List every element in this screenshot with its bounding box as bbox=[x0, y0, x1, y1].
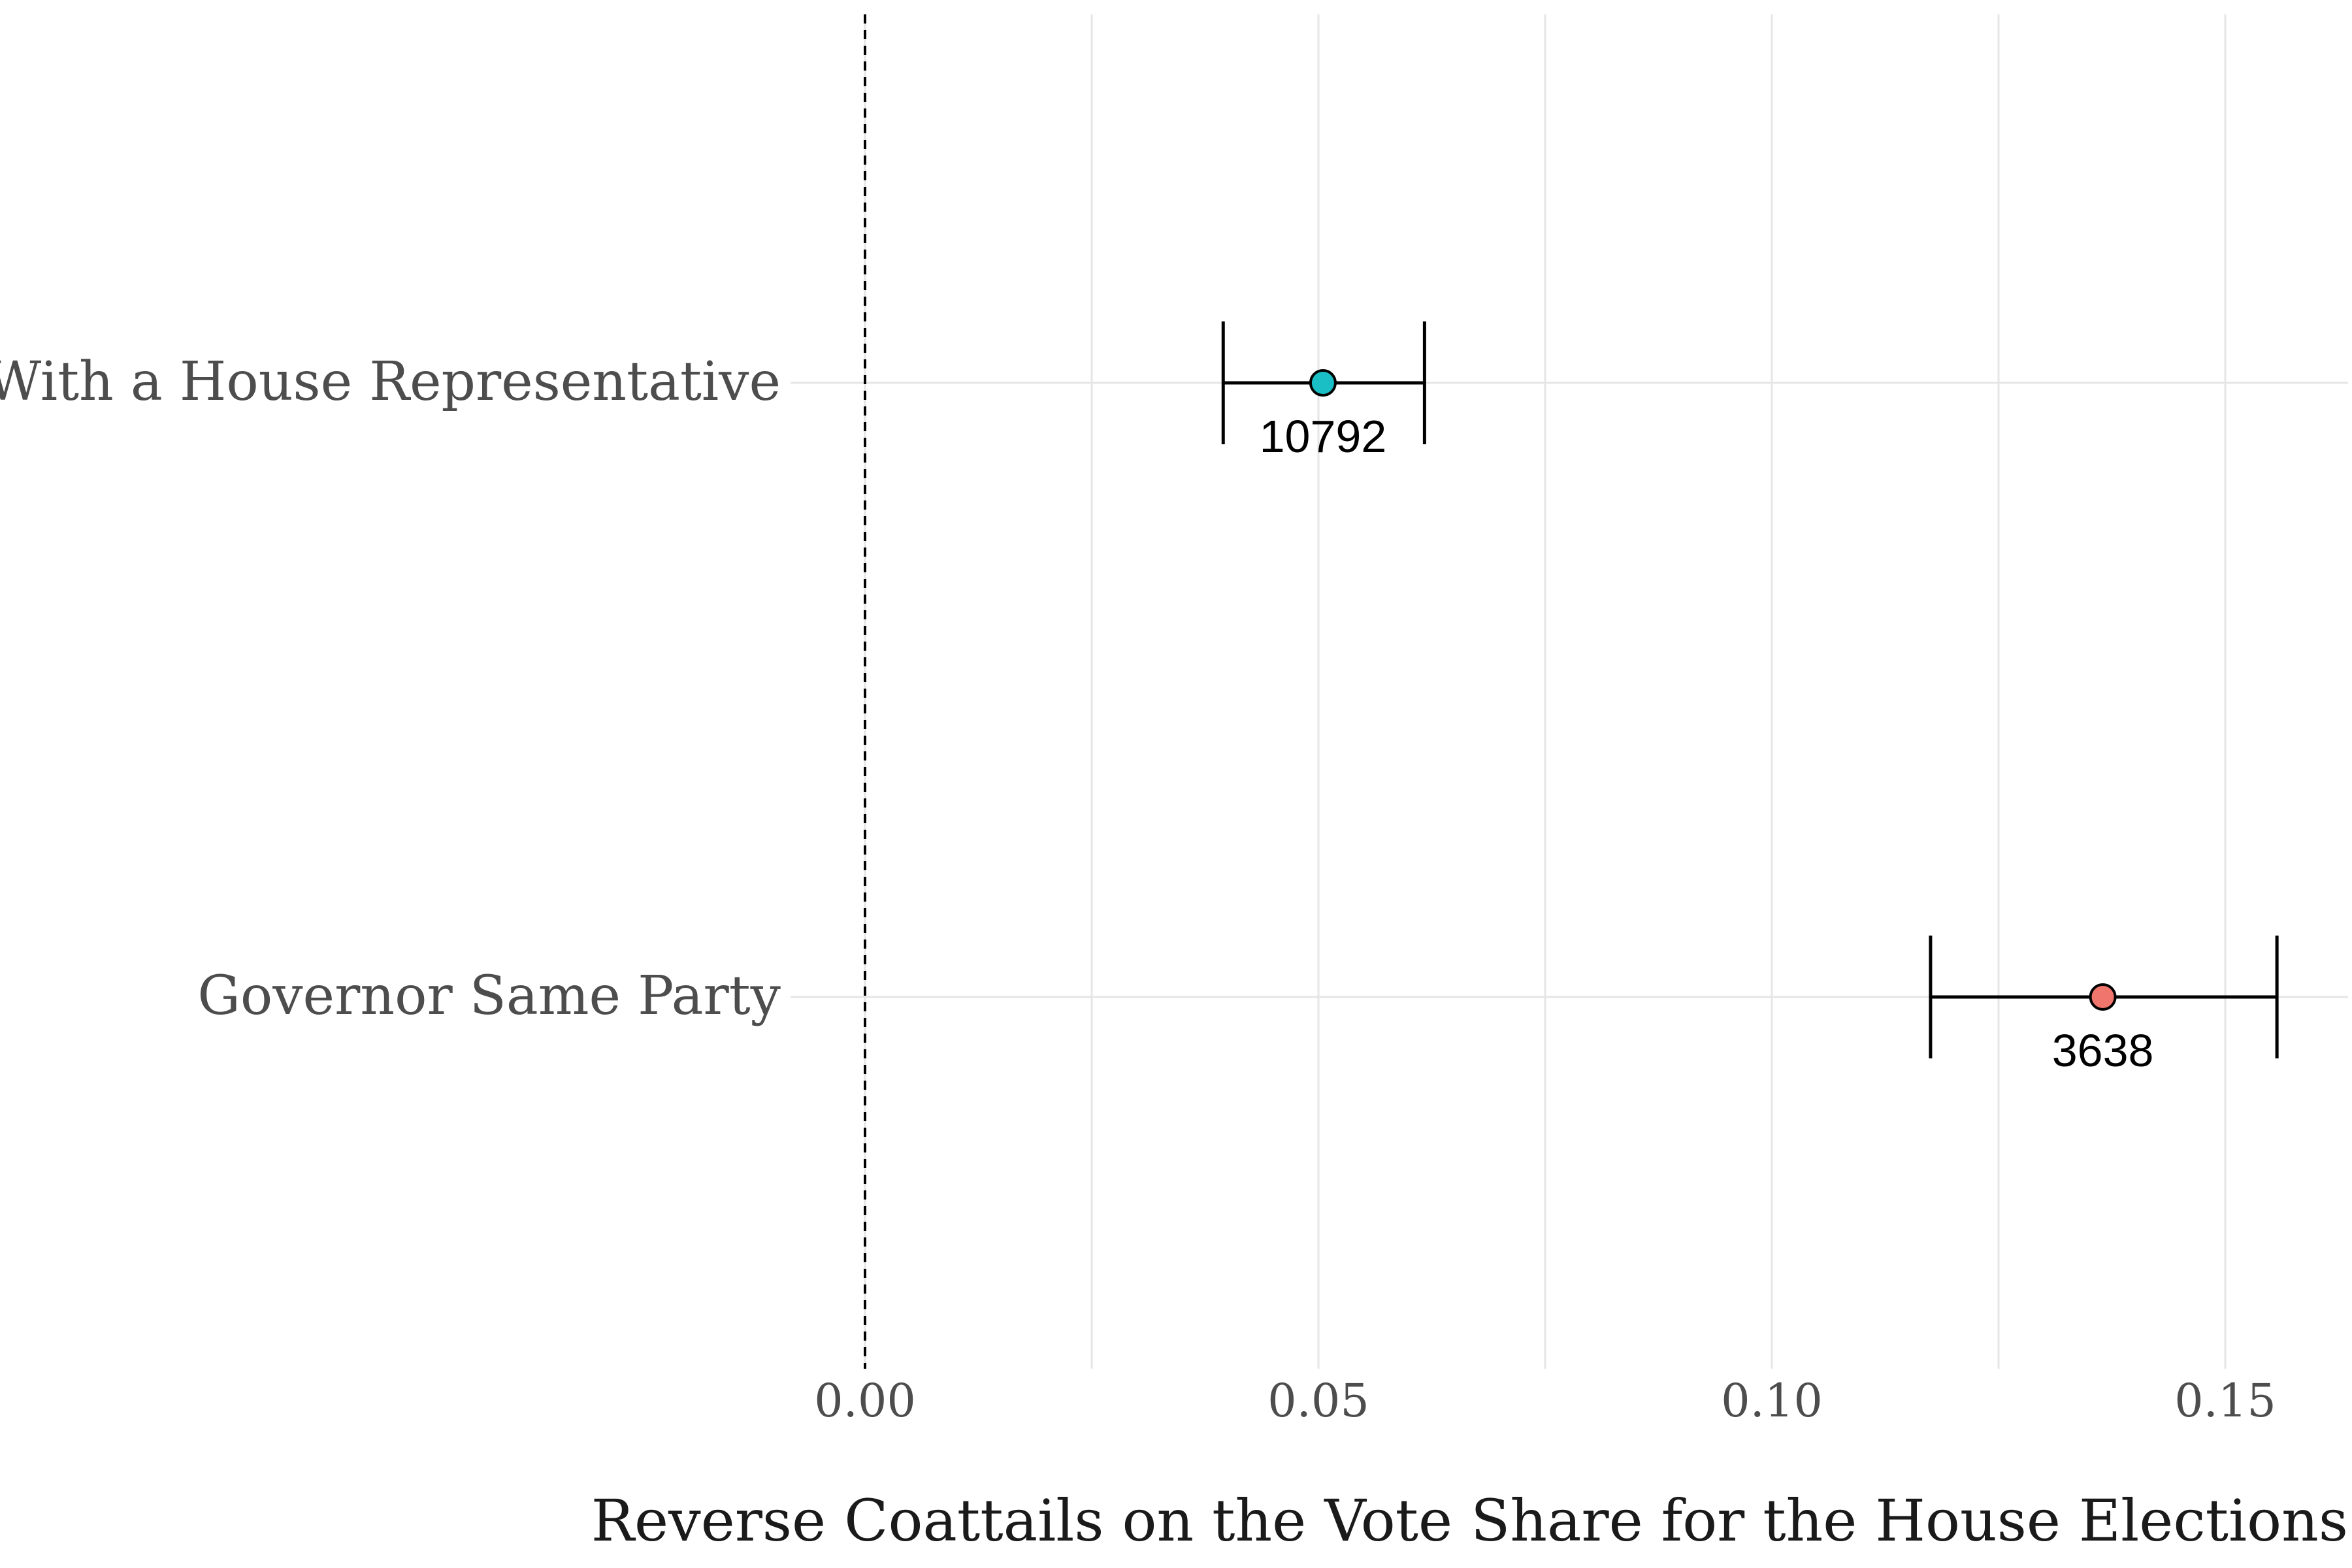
x-tick-label: 0.00 bbox=[814, 1374, 916, 1428]
point-estimate bbox=[1309, 369, 1337, 397]
y-tick-labels: With a House Representative Governor Same… bbox=[0, 351, 781, 1027]
x-tick-labels: 0.00 0.05 0.10 0.15 bbox=[814, 1374, 2276, 1428]
y-tick-label: With a House Representative bbox=[0, 351, 781, 413]
marks-layer: 10792 3638 bbox=[1221, 321, 2279, 1076]
point-n-label: 3638 bbox=[2052, 1025, 2154, 1076]
x-tick-label: 0.05 bbox=[1267, 1374, 1369, 1428]
x-tick-label: 0.10 bbox=[1721, 1374, 1823, 1428]
point-n-label: 10792 bbox=[1260, 411, 1387, 462]
x-axis-title: Reverse Coattails on the Vote Share for … bbox=[591, 1487, 2348, 1554]
x-tick-label: 0.15 bbox=[2174, 1374, 2276, 1428]
grid-layer bbox=[791, 14, 2348, 1369]
point-estimate bbox=[2089, 983, 2117, 1011]
y-tick-label: Governor Same Party bbox=[197, 965, 781, 1027]
